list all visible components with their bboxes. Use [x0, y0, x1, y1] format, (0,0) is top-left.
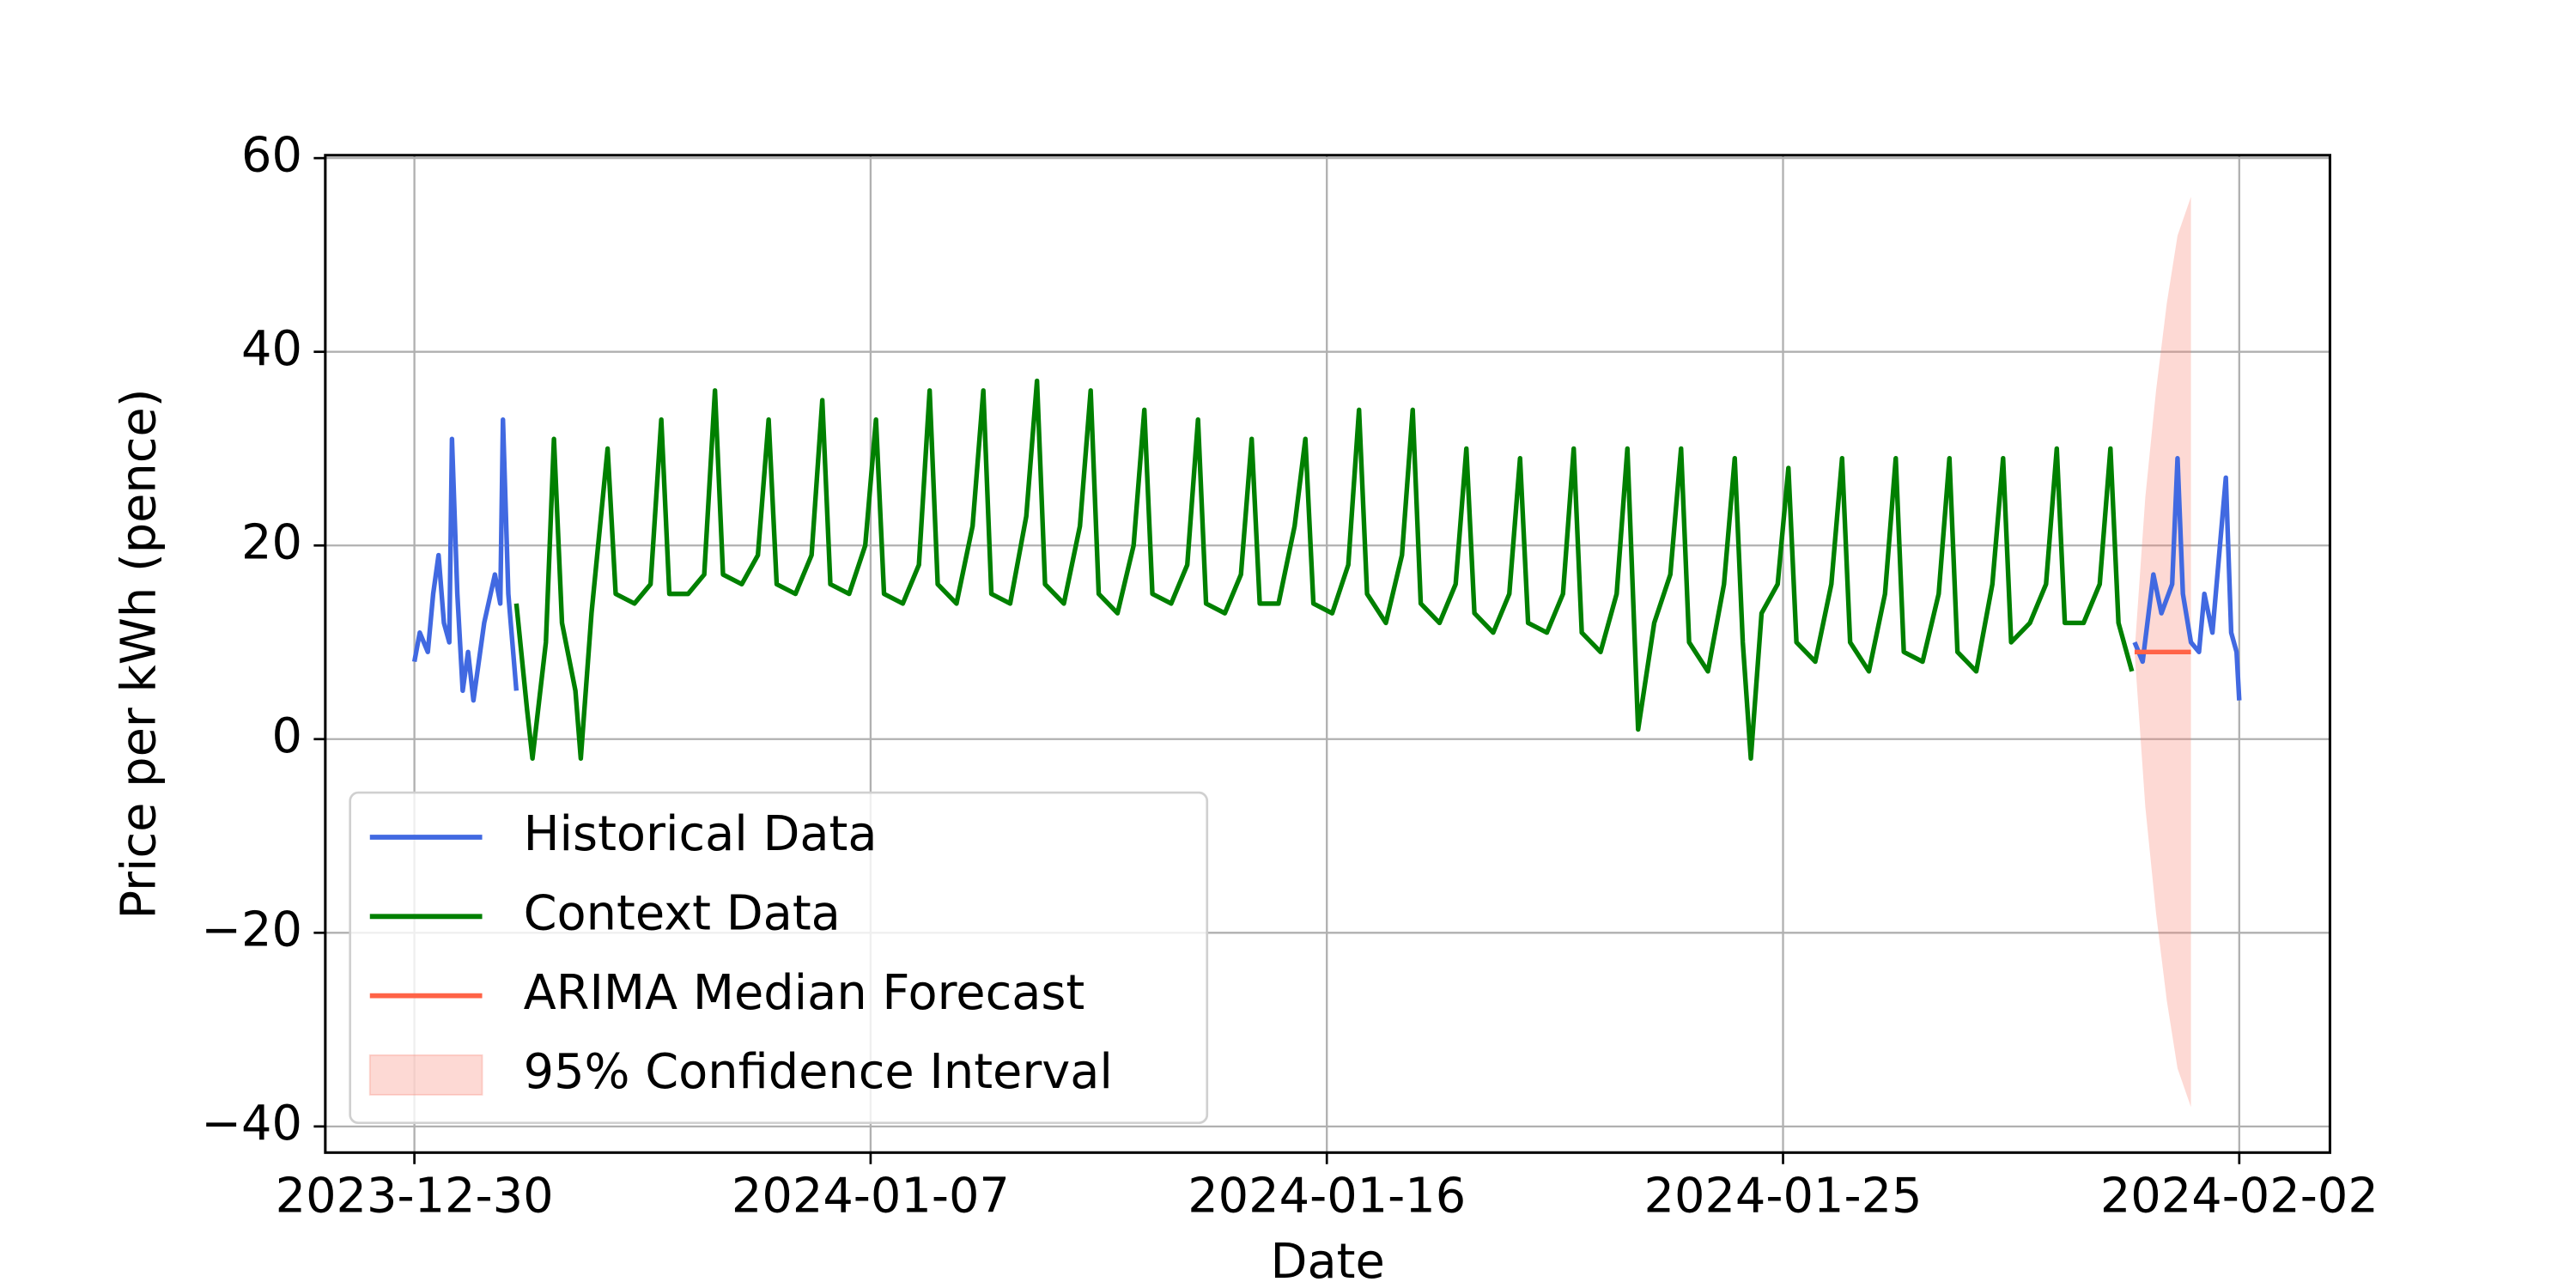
x-axis-label: Date [1271, 1234, 1385, 1288]
y-tick-label: 40 [241, 321, 302, 377]
legend-label: Context Data [524, 885, 841, 941]
series-line [411, 416, 2242, 703]
x-tick-label: 2024-01-07 [732, 1168, 1010, 1224]
legend: Historical Data Context Data ARIMA Median … [349, 791, 1209, 1125]
series-line [513, 378, 2135, 762]
y-tick-label: 20 [241, 514, 302, 570]
y-tick-label: 60 [241, 127, 302, 183]
ticks: −40 −20 0 20 40 60 2023-12-30 2024-01-07 2024-01… [201, 127, 2379, 1224]
legend-label: Historical Data [524, 806, 878, 862]
x-tick-label: 2023-12-30 [276, 1168, 554, 1224]
x-tick-label: 2024-01-25 [1644, 1168, 1923, 1224]
x-tick-label: 2024-02-02 [2100, 1168, 2379, 1224]
y-axis-label: Price per kWh (pence) [112, 389, 167, 920]
legend-label: 95% Confidence Interval [524, 1044, 1113, 1100]
legend-label: ARIMA Median Forecast [524, 965, 1085, 1021]
x-tick-label: 2024-01-16 [1188, 1168, 1466, 1224]
legend-patch [368, 1054, 483, 1096]
y-tick-label: −40 [201, 1096, 302, 1151]
y-tick-label: 0 [271, 708, 301, 764]
legend-box [349, 791, 1209, 1125]
plot-area [411, 197, 2242, 1108]
y-tick-label: −20 [201, 902, 302, 957]
